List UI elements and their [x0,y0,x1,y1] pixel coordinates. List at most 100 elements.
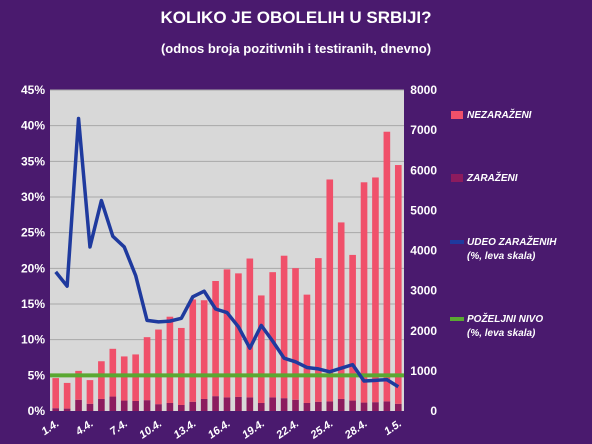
bar-zarazeni [52,408,60,411]
y-right-tick-label: 1000 [410,364,437,378]
bar-zarazeni [360,402,368,411]
bar-zarazeni [75,399,82,411]
bar-nezarazeni [86,380,94,404]
y-left-tick-label: 35% [21,154,45,168]
bar-nezarazeni [189,299,197,402]
bar-zarazeni [212,396,219,411]
x-tick-label: 22.4. [273,418,301,442]
y-left-tick-label: 15% [21,297,45,311]
bar-zarazeni [235,396,242,411]
y-left-tick-label: 25% [21,226,45,240]
bar-zarazeni [246,397,254,411]
y-right-tick-label: 8000 [410,83,437,97]
legend-swatch [451,111,463,119]
bar-nezarazeni [303,294,311,403]
bar-nezarazeni [178,327,185,405]
bar-zarazeni [269,397,276,411]
bar-nezarazeni [98,361,105,399]
bar-zarazeni [155,404,162,411]
x-tick-label: 13.4. [172,418,199,442]
bar-nezarazeni [223,269,231,398]
bar-nezarazeni [372,177,379,403]
bar-zarazeni [315,401,322,411]
bar-nezarazeni [280,255,288,399]
bar-zarazeni [326,401,334,411]
y-left-tick-label: 10% [21,333,45,347]
bar-zarazeni [98,398,105,411]
bar-zarazeni [383,401,391,411]
bar-nezarazeni [349,254,356,401]
bars [52,131,402,411]
y-right-tick-label: 7000 [410,123,437,137]
x-tick-label: 1.5. [382,418,404,438]
y-left-tick-label: 0% [28,404,46,418]
bar-zarazeni [166,402,174,411]
bar-zarazeni [349,400,356,411]
bar-nezarazeni [143,337,151,401]
y-right-tick-label: 2000 [410,324,437,338]
bar-nezarazeni [257,295,265,403]
bar-zarazeni [257,402,265,411]
chart-subtitle: (odnos broja pozitivnih i testiranih, dn… [160,41,432,56]
bar-zarazeni [120,400,128,411]
legend-label: NEZARAŽENI [467,108,532,121]
series-line [54,116,400,389]
bar-nezarazeni [315,258,322,402]
y-right-tick-label: 5000 [410,203,437,217]
x-tick-label: 7.4. [108,418,130,438]
bar-zarazeni [394,403,402,411]
y-left-tick-label: 45% [21,83,45,97]
bar-nezarazeni [166,316,174,403]
legend-swatch [451,174,463,182]
y-left-tick-label: 20% [21,261,45,275]
bar-zarazeni [372,402,379,411]
x-tick-label: 1.4. [40,418,62,438]
x-tick-label: 25.4. [308,418,336,442]
legend-label-sub: (%, leva skala) [467,328,536,339]
bar-zarazeni [189,401,197,411]
legend-label-sub: (%, leva skala) [467,251,536,262]
y-left-tick-label: 5% [28,368,46,382]
bar-nezarazeni [63,382,71,409]
x-tick-label: 16.4. [206,418,233,442]
bar-nezarazeni [132,354,139,401]
y-right-tick-label: 3000 [410,284,437,298]
bar-zarazeni [143,400,151,411]
bar-nezarazeni [269,272,276,398]
y-left-tick-label: 30% [21,190,45,204]
bar-nezarazeni [52,378,60,409]
bar-zarazeni [109,396,117,411]
y-right-tick-label: 6000 [410,163,437,177]
legend-label: POŽELJNI NIVO [467,312,543,325]
bar-zarazeni [292,399,299,411]
bar-zarazeni [132,400,139,411]
x-tick-label: 19.4. [240,418,267,442]
bar-nezarazeni [292,268,299,400]
lines [50,116,404,389]
bar-zarazeni [200,398,208,411]
bar-nezarazeni [200,300,208,399]
bar-nezarazeni [235,273,242,397]
y-axis-left: 0% 5% 10% 15% 20% 25% 30% 35% 40% 45% [21,83,45,418]
legend-label: UDEO ZARAŽENIH [467,235,557,248]
x-axis: 1.4. 4.4. 7.4. 10.4. 13.4. 16.4. 19.4. 22.4. 25.… [40,418,405,442]
gridlines [50,89,404,376]
bar-nezarazeni [360,182,368,403]
bar-nezarazeni [120,356,128,401]
y-right-tick-label: 4000 [410,244,437,258]
bar-nezarazeni [155,329,162,405]
bar-nezarazeni [337,222,345,399]
bar-zarazeni [337,398,345,411]
bar-nezarazeni [246,258,254,398]
bar-zarazeni [223,397,231,411]
y-left-tick-label: 40% [21,119,45,133]
chart-title: KOLIKO JE OBOLELIH U SRBIJI? [160,8,432,27]
x-tick-label: 28.4. [342,418,370,442]
bar-nezarazeni [394,165,402,404]
bar-zarazeni [86,403,94,411]
x-tick-label: 10.4. [137,418,164,442]
bar-nezarazeni [75,370,82,400]
bar-zarazeni [178,404,185,411]
legend-label: ZARAŽENI [466,171,518,184]
